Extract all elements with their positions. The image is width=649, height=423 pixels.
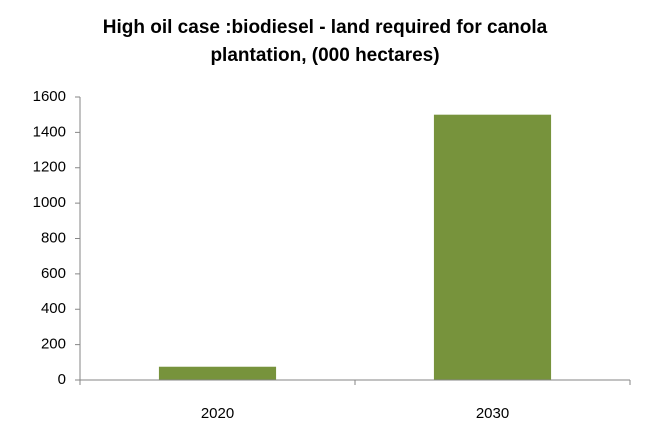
y-tick-label: 600 (41, 265, 66, 282)
x-tick-label: 2020 (201, 405, 234, 422)
y-tick-label: 200 (41, 336, 66, 353)
x-tick-label: 2030 (476, 405, 509, 422)
y-tick-label: 400 (41, 300, 66, 317)
y-tick-label: 0 (58, 371, 66, 388)
y-tick-label: 1000 (33, 194, 66, 211)
y-tick-label: 800 (41, 229, 66, 246)
bar (433, 114, 552, 380)
chart-title: High oil case :biodiesel - land required… (102, 17, 548, 66)
y-tick-label: 1200 (33, 159, 66, 176)
y-tick-label: 1600 (33, 88, 66, 105)
bar (158, 366, 277, 380)
y-tick-label: 1400 (33, 123, 66, 140)
